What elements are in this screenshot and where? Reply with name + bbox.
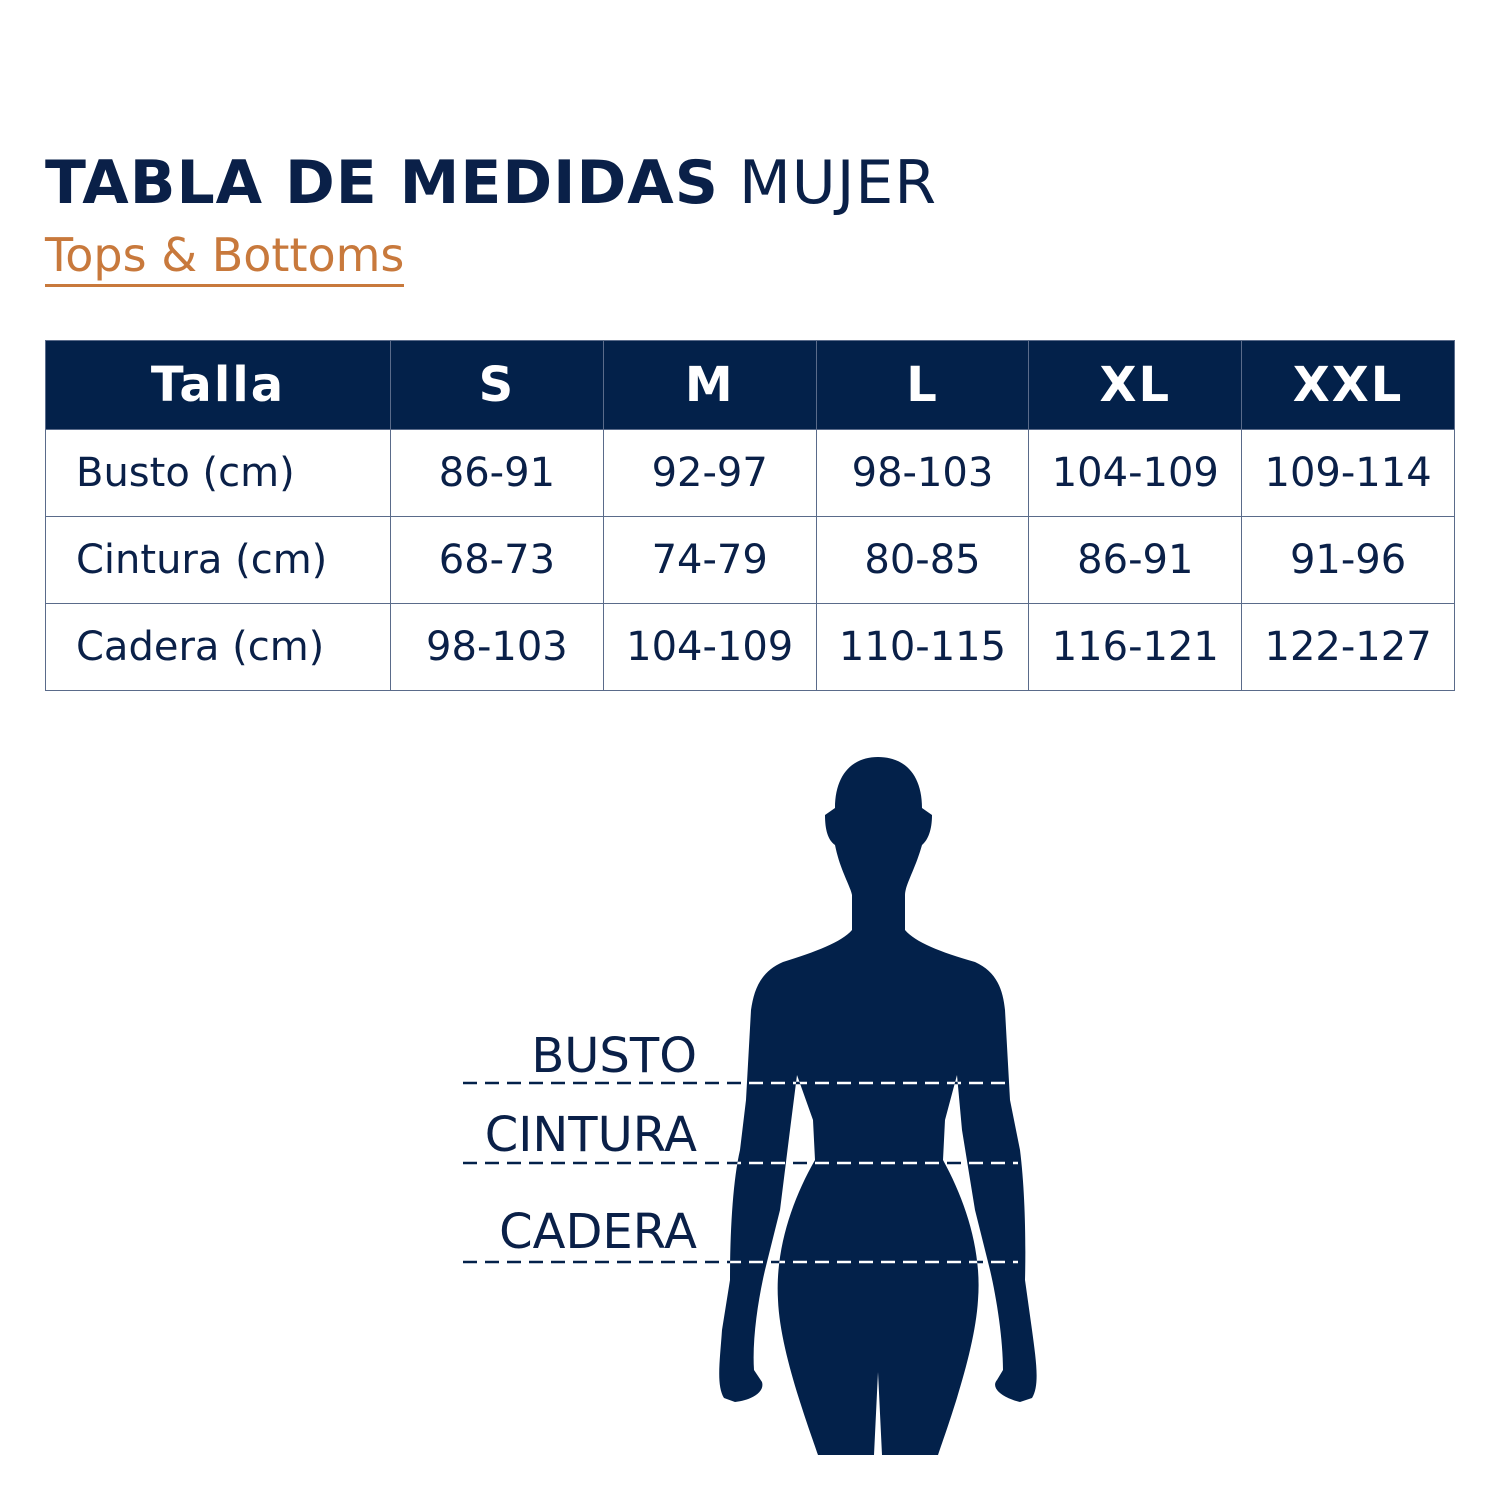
table-row: Cintura (cm) 68-73 74-79 80-85 86-91 91-… <box>45 516 1455 604</box>
table-cell: 104-109 <box>602 603 817 691</box>
table-cell: 86-91 <box>390 429 604 517</box>
size-table: Talla S M L XL XXL Busto (cm) 86-91 92-9… <box>45 340 1455 691</box>
row-label: Cadera (cm) <box>45 603 391 691</box>
table-row: Busto (cm) 86-91 92-97 98-103 104-109 10… <box>45 429 1455 517</box>
row-label: Busto (cm) <box>45 429 391 517</box>
table-cell: 91-96 <box>1241 516 1455 604</box>
cadera-label: CADERA <box>499 1204 697 1260</box>
table-cell: 110-115 <box>815 603 1030 691</box>
table-cell: 86-91 <box>1028 516 1243 604</box>
table-cell: 74-79 <box>602 516 817 604</box>
table-header-row: Talla S M L XL XXL <box>45 340 1455 430</box>
column-header: XXL <box>1241 340 1455 430</box>
column-header: Talla <box>45 340 391 430</box>
column-header: L <box>815 340 1030 430</box>
row-label: Cintura (cm) <box>45 516 391 604</box>
title-bold: TABLA DE MEDIDAS <box>45 148 719 218</box>
column-header: M <box>602 340 817 430</box>
table-cell: 109-114 <box>1241 429 1455 517</box>
table-cell: 122-127 <box>1241 603 1455 691</box>
table-cell: 116-121 <box>1028 603 1243 691</box>
cintura-label: CINTURA <box>485 1107 697 1163</box>
column-header: S <box>390 340 604 430</box>
table-cell: 98-103 <box>815 429 1030 517</box>
measure-lines <box>463 1081 1018 1264</box>
table-row: Cadera (cm) 98-103 104-109 110-115 116-1… <box>45 603 1455 691</box>
busto-label: BUSTO <box>531 1028 697 1084</box>
table-cell: 92-97 <box>602 429 817 517</box>
table-cell: 104-109 <box>1028 429 1243 517</box>
table-cell: 98-103 <box>390 603 604 691</box>
column-header: XL <box>1028 340 1243 430</box>
title-light: MUJER <box>739 148 938 218</box>
woman-silhouette-icon <box>719 757 1037 1455</box>
subtitle: Tops & Bottoms <box>45 228 405 287</box>
page-title: TABLA DE MEDIDAS MUJER <box>45 148 937 218</box>
